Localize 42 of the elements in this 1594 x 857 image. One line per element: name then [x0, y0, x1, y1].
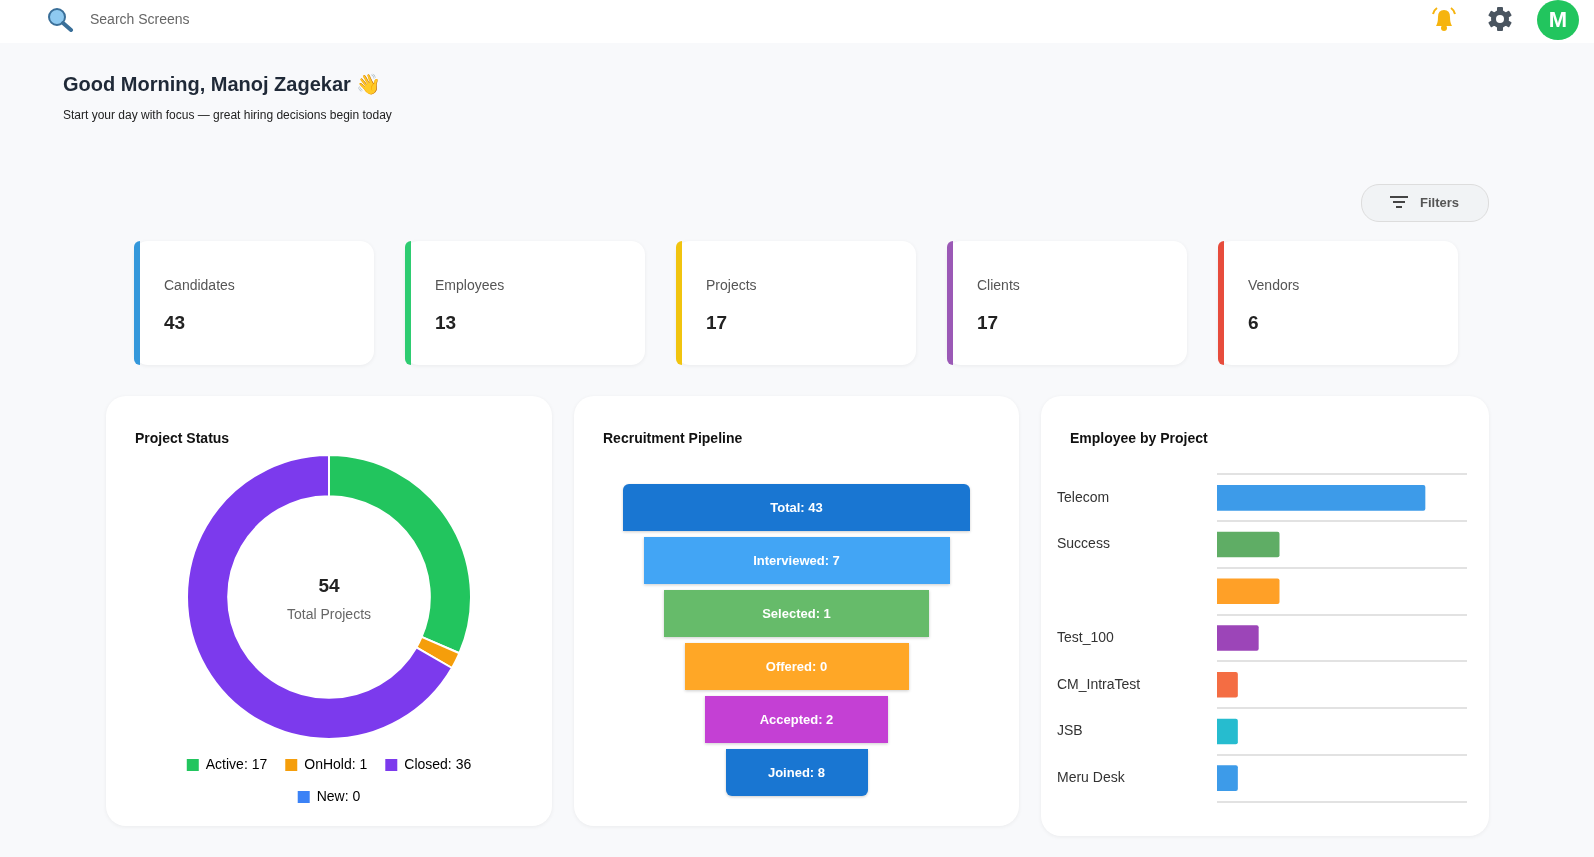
y-tick-label: Test_100 [1057, 628, 1115, 645]
text: Clients [977, 277, 1020, 293]
category-label: Total: 43 [623, 484, 970, 531]
text: 17 [977, 312, 999, 334]
bar [1217, 765, 1238, 792]
text: 17 [706, 312, 728, 334]
text: 13 [435, 312, 457, 334]
text: Start your day with focus — great hiring decisions begin today [63, 108, 392, 122]
category-label: Offered: 0 [684, 643, 909, 690]
text: Projects [706, 277, 757, 293]
legend-label: OnHold: 1 [304, 755, 368, 772]
y-tick-label: Success [1057, 535, 1110, 552]
chart-title: Project Status [135, 430, 230, 446]
text: Total Projects [286, 605, 372, 622]
bar [1217, 671, 1238, 698]
y-tick-label: Telecom [1057, 488, 1110, 505]
legend-label: Closed: 36 [404, 755, 472, 772]
bar [1217, 578, 1280, 605]
legend-label: Active: 17 [205, 755, 268, 772]
text: 6 [1248, 312, 1259, 334]
bar [1217, 718, 1238, 745]
y-tick-label: JSB [1057, 722, 1083, 739]
text: 54 [318, 575, 340, 597]
text: Employees [435, 277, 505, 293]
text: 43 [164, 312, 186, 334]
text: Search Screens [90, 11, 190, 27]
chart-title: Employee by Project [1070, 430, 1208, 446]
y-tick-label: Meru Desk [1057, 769, 1126, 786]
category-label: Interviewed: 7 [643, 537, 950, 584]
category-label: Accepted: 2 [705, 696, 888, 743]
category-label: Joined: 8 [725, 749, 868, 796]
bar [1217, 531, 1280, 558]
bar [1217, 484, 1426, 511]
text: Recruitment Pipeline [603, 430, 743, 446]
text: Vendors [1248, 277, 1300, 293]
text: Candidates [164, 277, 235, 293]
y-tick-label: CM_IntraTest [1057, 675, 1141, 692]
legend-label: New: 0 [316, 787, 361, 804]
bar [1217, 625, 1259, 651]
text: Good Morning, Manoj Zagekar 👋 [63, 72, 382, 96]
text: Filters [1420, 195, 1460, 210]
category-label: Selected: 1 [664, 590, 929, 637]
